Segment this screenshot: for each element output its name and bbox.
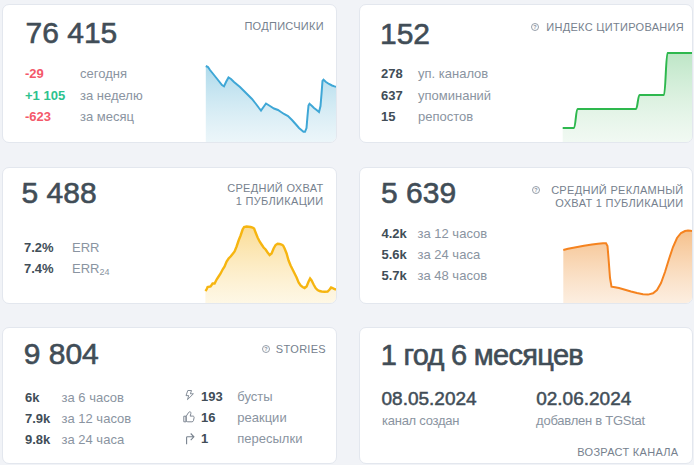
svg-text:?: ? xyxy=(534,187,538,193)
svg-text:?: ? xyxy=(533,24,537,30)
svg-text:?: ? xyxy=(264,346,268,352)
